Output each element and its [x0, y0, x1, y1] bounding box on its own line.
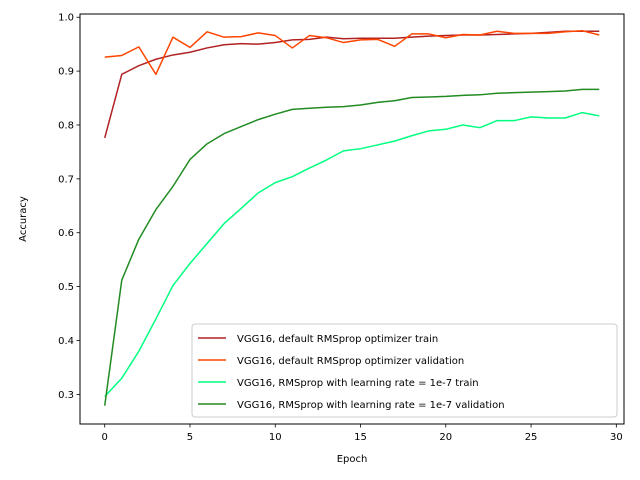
x-tick-label: 20 — [439, 432, 452, 443]
y-axis-label: Accuracy — [18, 196, 29, 242]
y-axis-ticks: 0.3 0.4 0.5 0.6 0.7 0.8 0.9 1.0 — [58, 13, 80, 401]
series-line-1 — [104, 30, 600, 139]
series-line-3 — [104, 111, 600, 398]
x-axis-ticks: 0 5 10 15 20 25 30 — [102, 424, 623, 443]
plot-area-frame — [79, 13, 625, 425]
y-tick-label: 0.3 — [58, 390, 74, 401]
x-tick-label: 15 — [354, 432, 367, 443]
legend-box — [191, 323, 618, 418]
x-tick-label: 0 — [102, 432, 108, 443]
x-tick-label: 5 — [187, 432, 193, 443]
y-tick-label: 0.7 — [58, 174, 74, 185]
legend-label-2: VGG16, default RMSprop optimizer validat… — [237, 356, 464, 367]
x-tick-label: 25 — [525, 432, 538, 443]
y-tick-label: 0.4 — [58, 336, 74, 347]
series-line-2 — [104, 29, 600, 76]
series-lines — [103, 29, 600, 406]
y-tick-label: 0.5 — [58, 282, 74, 293]
y-tick-label: 0.6 — [58, 228, 74, 239]
x-axis-label: Epoch — [337, 454, 368, 465]
y-tick-label: 0.9 — [58, 67, 74, 78]
legend-label-4: VGG16, RMSprop with learning rate = 1e-7… — [237, 400, 505, 411]
x-tick-label: 30 — [610, 432, 623, 443]
legend: VGG16, default RMSprop optimizer train VG… — [191, 323, 618, 418]
y-tick-label: 1.0 — [58, 13, 74, 24]
y-tick-label: 0.8 — [58, 120, 74, 131]
legend-label-1: VGG16, default RMSprop optimizer train — [237, 334, 438, 345]
legend-label-3: VGG16, RMSprop with learning rate = 1e-7… — [237, 378, 479, 389]
series-line-4 — [103, 88, 600, 406]
x-tick-label: 10 — [269, 432, 282, 443]
